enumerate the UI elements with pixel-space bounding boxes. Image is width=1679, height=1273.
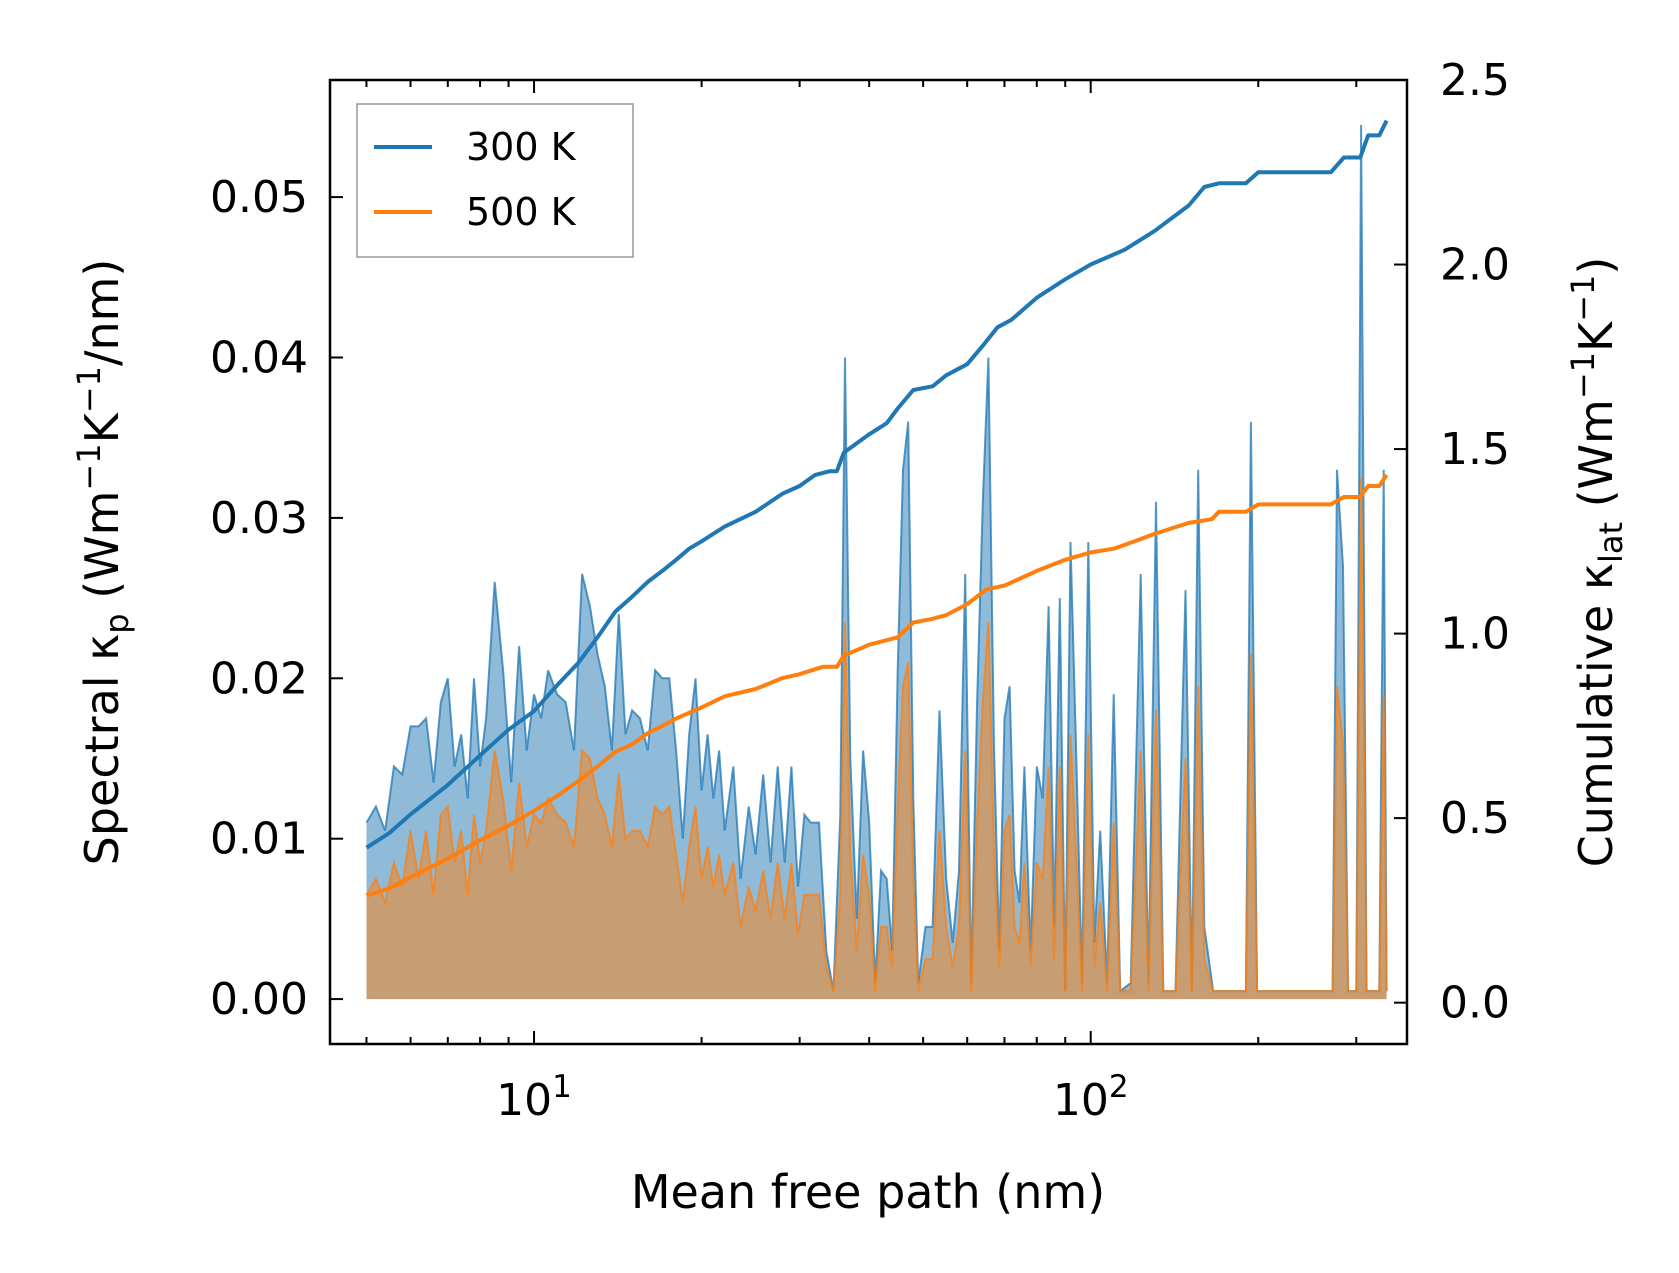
left-tick-label: 0.04 bbox=[210, 332, 308, 383]
series-lines bbox=[365, 119, 1389, 898]
cumulative-line-300k bbox=[365, 119, 1389, 850]
right-tick-label: 2.0 bbox=[1440, 240, 1510, 291]
axis-ticks: 0.00 0.01 0.02 0.03 0.04 0.05 0.0 0.5 1.0 1.5 2.0 2… bbox=[210, 55, 1510, 1126]
y-axis-label-right: Cumulative κlat (Wm−1K−1) bbox=[1564, 257, 1630, 868]
y-axis-label-left: Spectral κp (Wm−1K−1/nm) bbox=[70, 259, 136, 866]
x-tick-label: 102 bbox=[1053, 1069, 1129, 1126]
spectral-area-500k bbox=[366, 477, 1387, 1000]
left-tick-label: 0.02 bbox=[210, 653, 308, 704]
x-tick-label: 101 bbox=[496, 1069, 572, 1126]
legend-box bbox=[356, 103, 634, 258]
spectral-fill-areas bbox=[365, 124, 1388, 1000]
legend-label-300k: 300 K bbox=[466, 125, 577, 169]
right-tick-label: 2.5 bbox=[1440, 55, 1510, 106]
left-tick-label: 0.01 bbox=[210, 814, 308, 865]
cumulative-line-500k bbox=[365, 473, 1389, 898]
spectral-area-300k bbox=[366, 124, 1387, 1000]
right-tick-label: 0.5 bbox=[1440, 793, 1510, 844]
spectral-line-300k bbox=[365, 124, 1388, 994]
right-tick-label: 1.0 bbox=[1440, 609, 1510, 660]
left-tick-label: 0.00 bbox=[210, 974, 308, 1025]
left-tick-label: 0.05 bbox=[210, 172, 308, 223]
right-tick-label: 0.0 bbox=[1440, 978, 1510, 1029]
legend: 300 K 500 K bbox=[356, 103, 634, 258]
left-tick-label: 0.03 bbox=[210, 493, 308, 544]
x-axis-label: Mean free path (nm) bbox=[631, 1165, 1105, 1219]
legend-label-500k: 500 K bbox=[466, 190, 577, 234]
right-tick-label: 1.5 bbox=[1440, 424, 1510, 475]
spectral-line-500k bbox=[365, 477, 1388, 993]
